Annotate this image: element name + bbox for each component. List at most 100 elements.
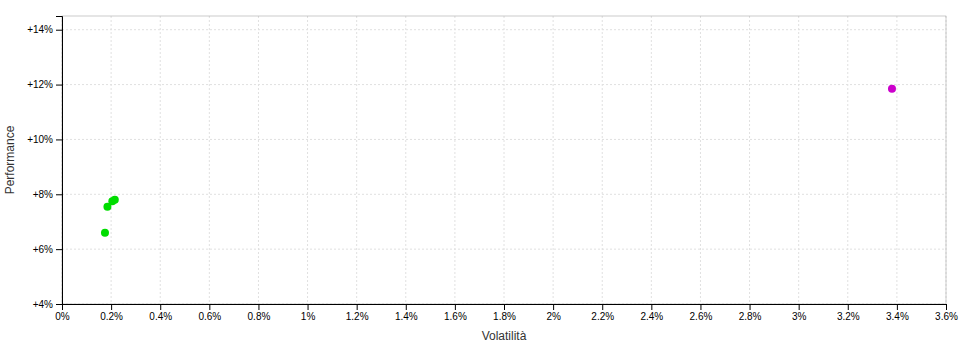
points (101, 85, 896, 237)
x-axis-title: Volatilità (482, 329, 527, 343)
x-tick: 0.6% (198, 304, 221, 322)
x-tick: 0.2% (100, 304, 123, 322)
series (888, 85, 896, 93)
x-tick: 0.4% (149, 304, 172, 322)
x-tick-label: 2.4% (640, 311, 663, 322)
x-tick: 3% (792, 304, 807, 322)
y-tick-mark (56, 249, 62, 250)
point (101, 229, 109, 237)
y-tick-label: +14% (27, 24, 53, 35)
x-tick: 3.4% (886, 304, 909, 322)
x-tick-mark (357, 304, 358, 310)
grid-line-y (62, 84, 946, 85)
x-tick-label: 1.8% (493, 311, 516, 322)
y-tick-mark (56, 139, 62, 140)
x-tick-mark (799, 304, 800, 310)
y-tick-label: +10% (27, 134, 53, 145)
x-tick-label: 2% (546, 311, 561, 322)
x-tick-mark (504, 304, 505, 310)
x-tick: 1% (301, 304, 316, 322)
grid-line-x (356, 16, 357, 304)
x-tick-mark (308, 304, 309, 310)
x-tick: 1.6% (444, 304, 467, 322)
point (111, 196, 119, 204)
y-tick-mark (56, 304, 62, 305)
x-tick-label: 0.4% (149, 311, 172, 322)
y-axis-title: Performance (3, 125, 17, 194)
x-tick: 2.8% (739, 304, 762, 322)
x-tick-label: 0.2% (100, 311, 123, 322)
x-tick-label: 1.2% (346, 311, 369, 322)
point (888, 85, 896, 93)
grid-line-x (602, 16, 603, 304)
x-tick: 0% (55, 304, 70, 322)
grid-line-x (504, 16, 505, 304)
x-tick-mark (602, 304, 603, 310)
y-tick: +14% (27, 24, 62, 35)
x-tick-label: 2.6% (690, 311, 713, 322)
y-tick: +4% (33, 299, 62, 310)
x-axis-line (63, 305, 947, 311)
y-tick-mark (56, 194, 62, 195)
y-axis-line (56, 17, 63, 305)
x-tick: 3.6% (935, 304, 958, 322)
grid-line-x (111, 16, 112, 304)
chart: 0% 0.2% 0.4% 0.6% 0.8% 1% 1.2% 1.4% 1.6% 1.8% 2% 2.… (0, 0, 966, 350)
x-tick: 2.2% (591, 304, 614, 322)
y-tick: +10% (27, 134, 62, 145)
y-tick-mark (56, 85, 62, 86)
y-tick-label: +4% (33, 299, 53, 310)
grid-line-y (62, 249, 946, 250)
grid-line-x (258, 16, 259, 304)
x-tick-mark (848, 304, 849, 310)
x-tick: 1.4% (395, 304, 418, 322)
grid-line-x (209, 16, 210, 304)
x-tick: 1.8% (493, 304, 516, 322)
grid-line-x (847, 16, 848, 304)
x-tick-mark (700, 304, 701, 310)
y-tick: +12% (27, 79, 62, 90)
grid-line-x (553, 16, 554, 304)
x-tick-mark (553, 304, 554, 310)
x-tick: 2.4% (640, 304, 663, 322)
grid-line-y (62, 29, 946, 30)
grid-line-x (454, 16, 455, 304)
plot-frame (62, 16, 946, 304)
x-tick-label: 3.6% (935, 311, 958, 322)
x-tick-mark (160, 304, 161, 310)
x-tick-label: 2.2% (591, 311, 614, 322)
grid-line-x (700, 16, 701, 304)
x-tick-label: 3.4% (886, 311, 909, 322)
grid-line-x (160, 16, 161, 304)
x-tick-mark (946, 304, 947, 310)
x-tick-mark (750, 304, 751, 310)
x-tick-mark (651, 304, 652, 310)
x-tick-label: 1.6% (444, 311, 467, 322)
grid-line-x (651, 16, 652, 304)
x-tick-mark (111, 304, 112, 310)
y-tick-label: +12% (27, 79, 53, 90)
grid-line-y (62, 139, 946, 140)
y-tick-label: +6% (33, 244, 53, 255)
x-tick-label: 1% (301, 311, 316, 322)
x-tick-label: 0% (55, 311, 70, 322)
grid-line-x (896, 16, 897, 304)
x-axis: 0% 0.2% 0.4% 0.6% 0.8% 1% 1.2% 1.4% 1.6% 1.8% 2% 2.… (55, 304, 958, 322)
x-tick-mark (897, 304, 898, 310)
y-tick: +6% (33, 244, 62, 255)
x-tick: 2.6% (690, 304, 713, 322)
x-tick-mark (455, 304, 456, 310)
x-tick-mark (209, 304, 210, 310)
x-tick: 1.2% (346, 304, 369, 322)
grid-line-x (307, 16, 308, 304)
x-tick: 2% (546, 304, 561, 322)
x-tick: 0.8% (248, 304, 271, 322)
y-tick-label: +8% (33, 189, 53, 200)
plot: 0% 0.2% 0.4% 0.6% 0.8% 1% 1.2% 1.4% 1.6% 1.8% 2% 2.… (3, 16, 958, 343)
x-tick-label: 3.2% (837, 311, 860, 322)
y-axis: +4% +6% +8% +10% +12% +14% (27, 17, 62, 310)
series (101, 196, 119, 237)
x-tick-label: 0.6% (198, 311, 221, 322)
x-tick-label: 3% (792, 311, 807, 322)
x-tick: 3.2% (837, 304, 860, 322)
